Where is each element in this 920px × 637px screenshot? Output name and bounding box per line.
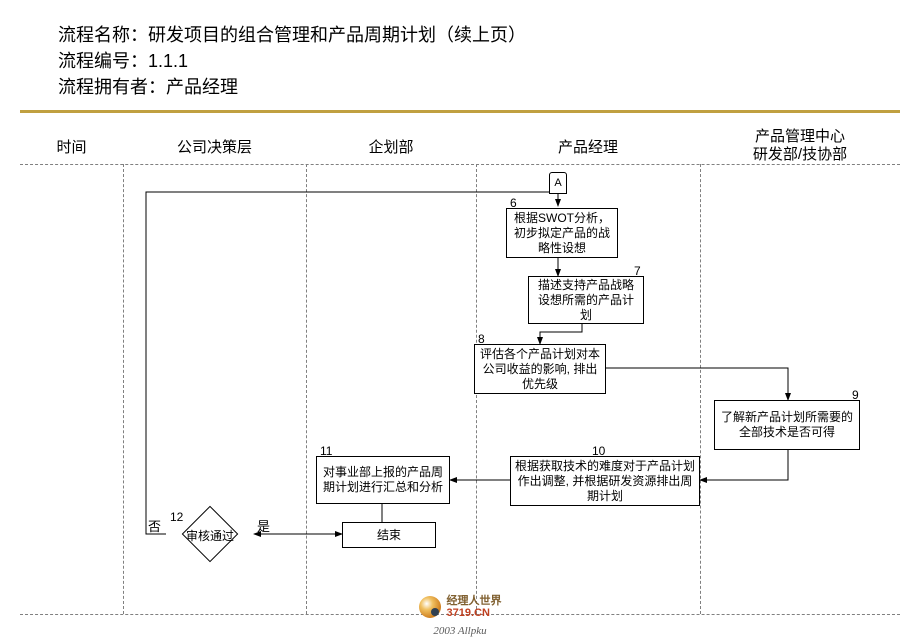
node-end-text: 结束 (377, 528, 401, 543)
footer-text: 经理人世界 3719.CN (447, 595, 502, 619)
logo-icon (419, 596, 441, 618)
node-end: 结束 (342, 522, 436, 548)
branch-no: 否 (148, 516, 161, 535)
header-owner-label: 流程拥有者： (58, 77, 166, 97)
node-9: 了解新产品计划所需要的全部技术是否可得 (714, 400, 860, 450)
node-6: 根据SWOT分析，初步拟定产品的战略性设想 (506, 208, 618, 258)
header-number-label: 流程编号： (58, 51, 148, 71)
node-10-text: 根据获取技术的难度对于产品计划作出调整, 并根据研发资源排出周期计划 (515, 459, 695, 504)
node-8: 评估各个产品计划对本公司收益的影响, 排出优先级 (474, 344, 606, 394)
node-11: 对事业部上报的产品周期计划进行汇总和分析 (316, 456, 450, 504)
lane-center-l2: 研发部/技协部 (700, 146, 900, 164)
header-owner-value: 产品经理 (166, 77, 238, 97)
lane-decision: 公司决策层 (123, 136, 306, 157)
footer-url: 3719.CN (447, 607, 502, 619)
connector-a: A (549, 172, 567, 194)
node-12-num: 12 (170, 510, 183, 524)
branch-yes: 是 (257, 516, 270, 535)
footer-caption: 2003 Allpku (0, 625, 920, 637)
footer: 经理人世界 3719.CN 2003 Allpku (0, 595, 920, 637)
node-10: 根据获取技术的难度对于产品计划作出调整, 并根据研发资源排出周期计划 (510, 456, 700, 506)
node-12-text: 审核通过 (180, 527, 240, 544)
footer-brand: 经理人世界 (447, 595, 502, 607)
lane-time: 时间 (20, 136, 123, 157)
node-6-text: 根据SWOT分析，初步拟定产品的战略性设想 (511, 211, 613, 256)
lane-center-l1: 产品管理中心 (700, 128, 900, 146)
header-line-owner: 流程拥有者：产品经理 (58, 74, 920, 100)
lane-pm: 产品经理 (476, 136, 700, 157)
lane-center: 产品管理中心 研发部/技协部 (700, 128, 900, 164)
footer-logo: 经理人世界 3719.CN (419, 595, 502, 619)
flow-arrows (20, 164, 900, 614)
header-name-value: 研发项目的组合管理和产品周期计划（续上页） (148, 25, 526, 45)
lane-planning: 企划部 (306, 136, 476, 157)
header-number-value: 1.1.1 (148, 51, 188, 71)
header-line-number: 流程编号：1.1.1 (58, 48, 920, 74)
header-line-name: 流程名称：研发项目的组合管理和产品周期计划（续上页） (58, 22, 920, 48)
node-11-text: 对事业部上报的产品周期计划进行汇总和分析 (321, 465, 445, 495)
node-7: 描述支持产品战略设想所需的产品计划 (528, 276, 644, 324)
header-name-label: 流程名称： (58, 25, 148, 45)
flowchart: A 6 根据SWOT分析，初步拟定产品的战略性设想 7 描述支持产品战略设想所需… (20, 164, 900, 614)
header: 流程名称：研发项目的组合管理和产品周期计划（续上页） 流程编号：1.1.1 流程… (0, 0, 920, 100)
node-8-text: 评估各个产品计划对本公司收益的影响, 排出优先级 (479, 347, 601, 392)
node-9-text: 了解新产品计划所需要的全部技术是否可得 (719, 410, 855, 440)
node-7-text: 描述支持产品战略设想所需的产品计划 (533, 278, 639, 323)
divider-bar (20, 110, 900, 113)
